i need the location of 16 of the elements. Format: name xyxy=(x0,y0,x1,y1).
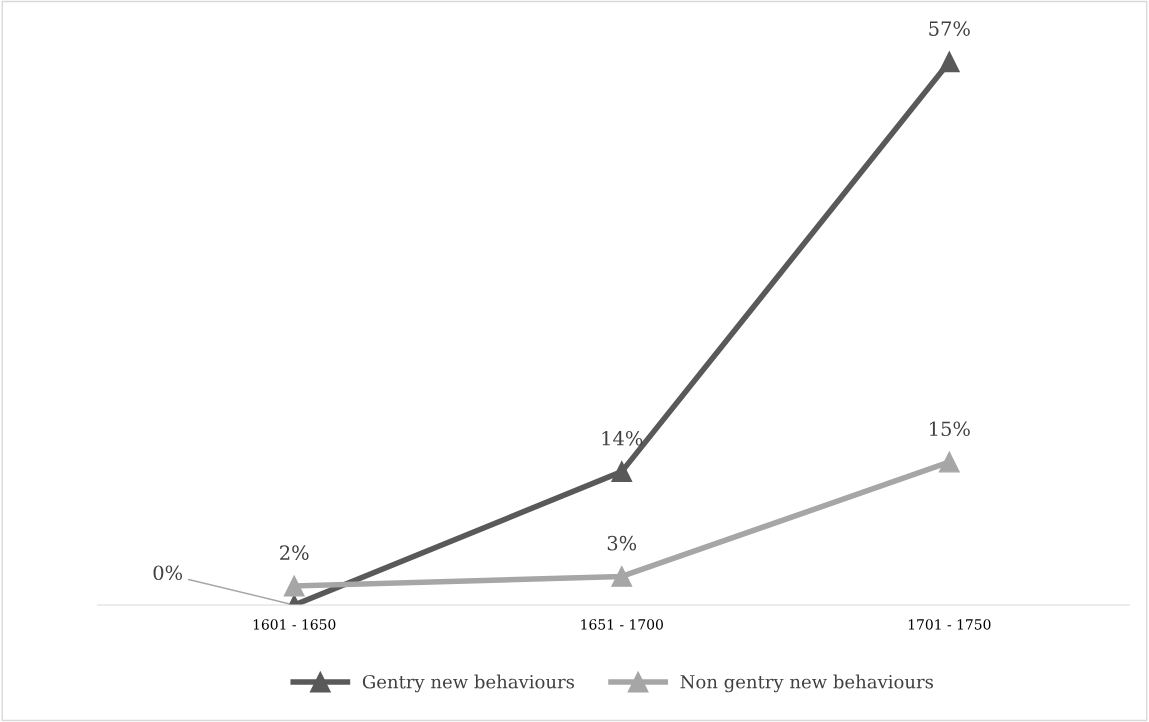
point xyxy=(938,451,960,473)
point xyxy=(611,461,633,483)
data-label: 2% xyxy=(280,545,309,560)
x-tick-label: 1701 - 1750 xyxy=(908,619,991,630)
x-tick-label: 1651 - 1700 xyxy=(581,619,663,630)
legend-label: Non gentry new behaviours xyxy=(680,674,933,693)
point xyxy=(283,575,305,597)
point xyxy=(938,51,960,73)
data-label: 14% xyxy=(602,430,643,446)
data-label: 57% xyxy=(929,21,970,36)
x-tick-label: 1601 - 1650 xyxy=(253,619,336,630)
point xyxy=(611,566,633,587)
data-label: 0% xyxy=(153,565,183,581)
data-label: 3% xyxy=(607,535,637,551)
legend-label: Gentry new behaviours xyxy=(362,674,574,693)
data-label: 15% xyxy=(930,421,970,437)
